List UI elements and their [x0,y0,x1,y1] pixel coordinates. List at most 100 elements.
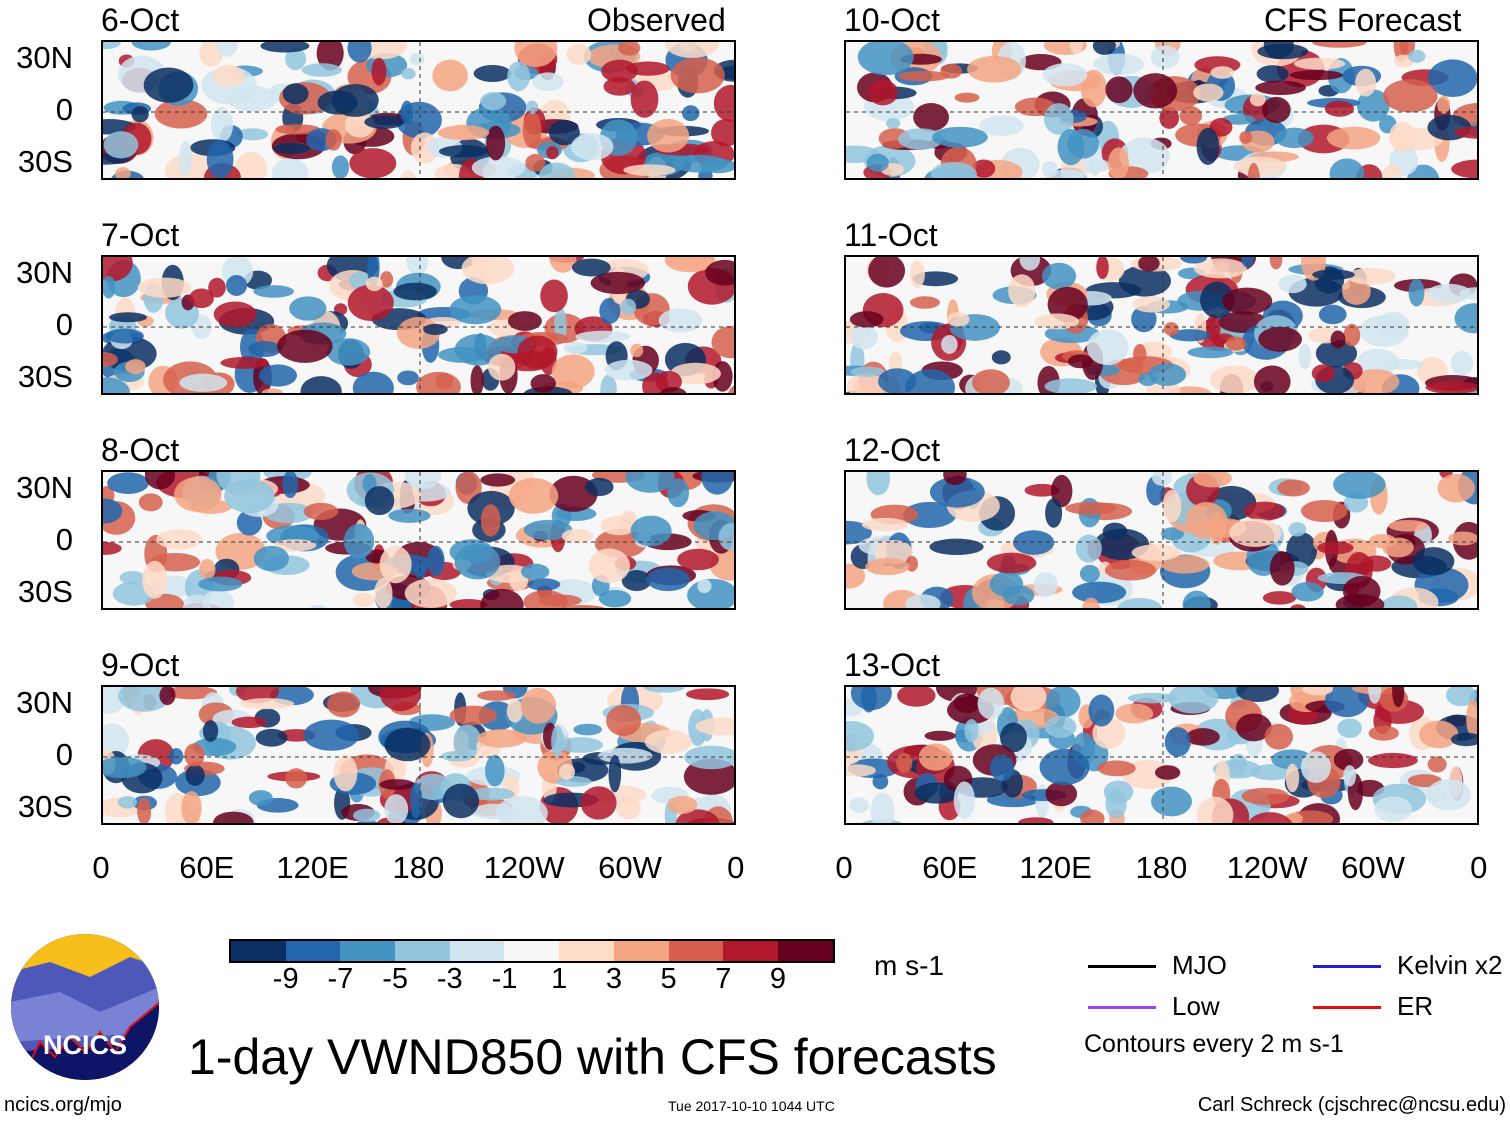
wind-anomaly-blob [506,699,523,723]
wind-anomaly-blob [1164,727,1191,757]
wind-anomaly-blob [1408,49,1426,63]
footer-url[interactable]: ncics.org/mjo [4,1094,122,1116]
wind-anomaly-blob [905,594,941,608]
legend-line [1088,965,1156,968]
wind-anomaly-blob [1229,518,1282,547]
wind-anomaly-blob [325,129,342,151]
wind-anomaly-blob [1097,760,1136,777]
wind-anomaly-blob [103,275,116,299]
wind-anomaly-blob [239,698,295,710]
wind-anomaly-blob [1169,329,1211,342]
longitude-label: 0 [1470,850,1488,885]
wind-anomaly-blob [1229,753,1248,777]
wind-anomaly-blob [103,257,133,282]
map-panel [844,40,1479,180]
latitude-label: 0 [55,92,73,127]
wind-anomaly-blob [549,475,598,512]
wind-anomaly-blob [107,472,149,494]
wind-anomaly-blob [213,301,257,328]
wind-anomaly-blob [461,257,515,285]
wind-anomaly-blob [603,77,636,96]
wind-anomaly-blob [1119,137,1170,175]
wind-anomaly-blob [404,578,457,608]
wind-anomaly-blob [271,158,309,178]
wind-anomaly-blob [1115,703,1154,724]
longitude-label: 180 [392,850,445,885]
wind-anomaly-blob [1241,787,1290,805]
wind-anomaly-blob [1318,304,1347,325]
wind-anomaly-blob [248,340,282,358]
wind-anomaly-blob [1454,126,1477,139]
latitude-label: 30N [16,685,73,720]
legend-line [1313,1006,1381,1009]
wind-anomaly-blob [728,385,734,393]
wind-anomaly-blob [520,563,550,580]
wind-anomaly-blob [561,528,593,544]
wind-anomaly-blob [677,548,719,571]
colorbar-label: 3 [605,963,622,995]
wind-anomaly-blob [1342,576,1381,607]
latitude-label: 0 [55,307,73,342]
wind-anomaly-blob [1010,687,1047,712]
wind-anomaly-blob [538,162,575,178]
colorbar-swatch [395,941,450,961]
wind-anomaly-blob [523,519,573,541]
wind-anomaly-blob [1312,42,1367,48]
wind-anomaly-blob [625,472,675,493]
wind-anomaly-blob [224,478,275,514]
wind-anomaly-blob [1419,720,1459,749]
longitude-label: 0 [92,850,110,885]
wind-anomaly-blob [277,329,333,363]
wind-anomaly-blob [347,42,372,63]
wind-anomaly-blob [103,42,121,50]
colorbar-swatch [504,941,560,961]
wind-anomaly-blob [473,64,512,82]
latitude-label: 0 [55,737,73,772]
wind-anomaly-blob [470,365,484,393]
wind-anomaly-blob [480,588,524,608]
wind-anomaly-blob [352,371,394,393]
wind-anomaly-blob [449,295,502,325]
wind-anomaly-blob [480,504,501,537]
wind-anomaly-blob [555,776,592,787]
wind-anomaly-blob [1426,283,1472,303]
wind-anomaly-blob [144,472,176,490]
wind-anomaly-blob [331,155,350,178]
wind-anomaly-blob [442,783,480,819]
wind-anomaly-blob [1150,45,1181,69]
wind-anomaly-blob [103,541,122,555]
longitude-label: 120W [1226,850,1308,885]
longitude-label: 120W [483,850,565,885]
wind-anomaly-blob [156,529,203,550]
footer-timestamp: Tue 2017-10-10 1044 UTC [668,1098,835,1114]
wind-anomaly-blob [989,571,1024,597]
wind-anomaly-blob [620,298,637,316]
wind-anomaly-blob [1047,286,1088,323]
wind-anomaly-blob [600,374,617,393]
wind-anomaly-blob [682,105,700,122]
wind-anomaly-blob [1437,473,1475,503]
wind-anomaly-blob [1389,121,1415,152]
wind-anomaly-blob [601,59,638,83]
wind-anomaly-blob [1275,127,1314,149]
map-panel [101,255,736,395]
map-panel [101,40,736,180]
wind-anomaly-blob [525,153,546,172]
wind-anomaly-blob [103,498,123,524]
wind-anomaly-blob [1380,595,1418,608]
wind-anomaly-blob [1012,530,1055,555]
wind-anomaly-blob [1187,346,1234,359]
map-panel [844,470,1479,610]
wind-anomaly-blob [972,159,996,178]
figure-title: 1-day VWND850 with CFS forecasts [188,1029,997,1085]
wind-anomaly-blob [1008,274,1036,308]
wind-anomaly-blob [670,57,725,94]
wind-anomaly-blob [220,356,269,369]
wind-anomaly-blob [1019,257,1041,271]
wind-anomaly-blob [1343,765,1357,787]
wind-anomaly-blob [1269,257,1283,270]
wind-anomaly-blob [103,131,139,159]
colorbar-label: -5 [382,963,408,995]
wind-anomaly-blob [206,140,234,178]
